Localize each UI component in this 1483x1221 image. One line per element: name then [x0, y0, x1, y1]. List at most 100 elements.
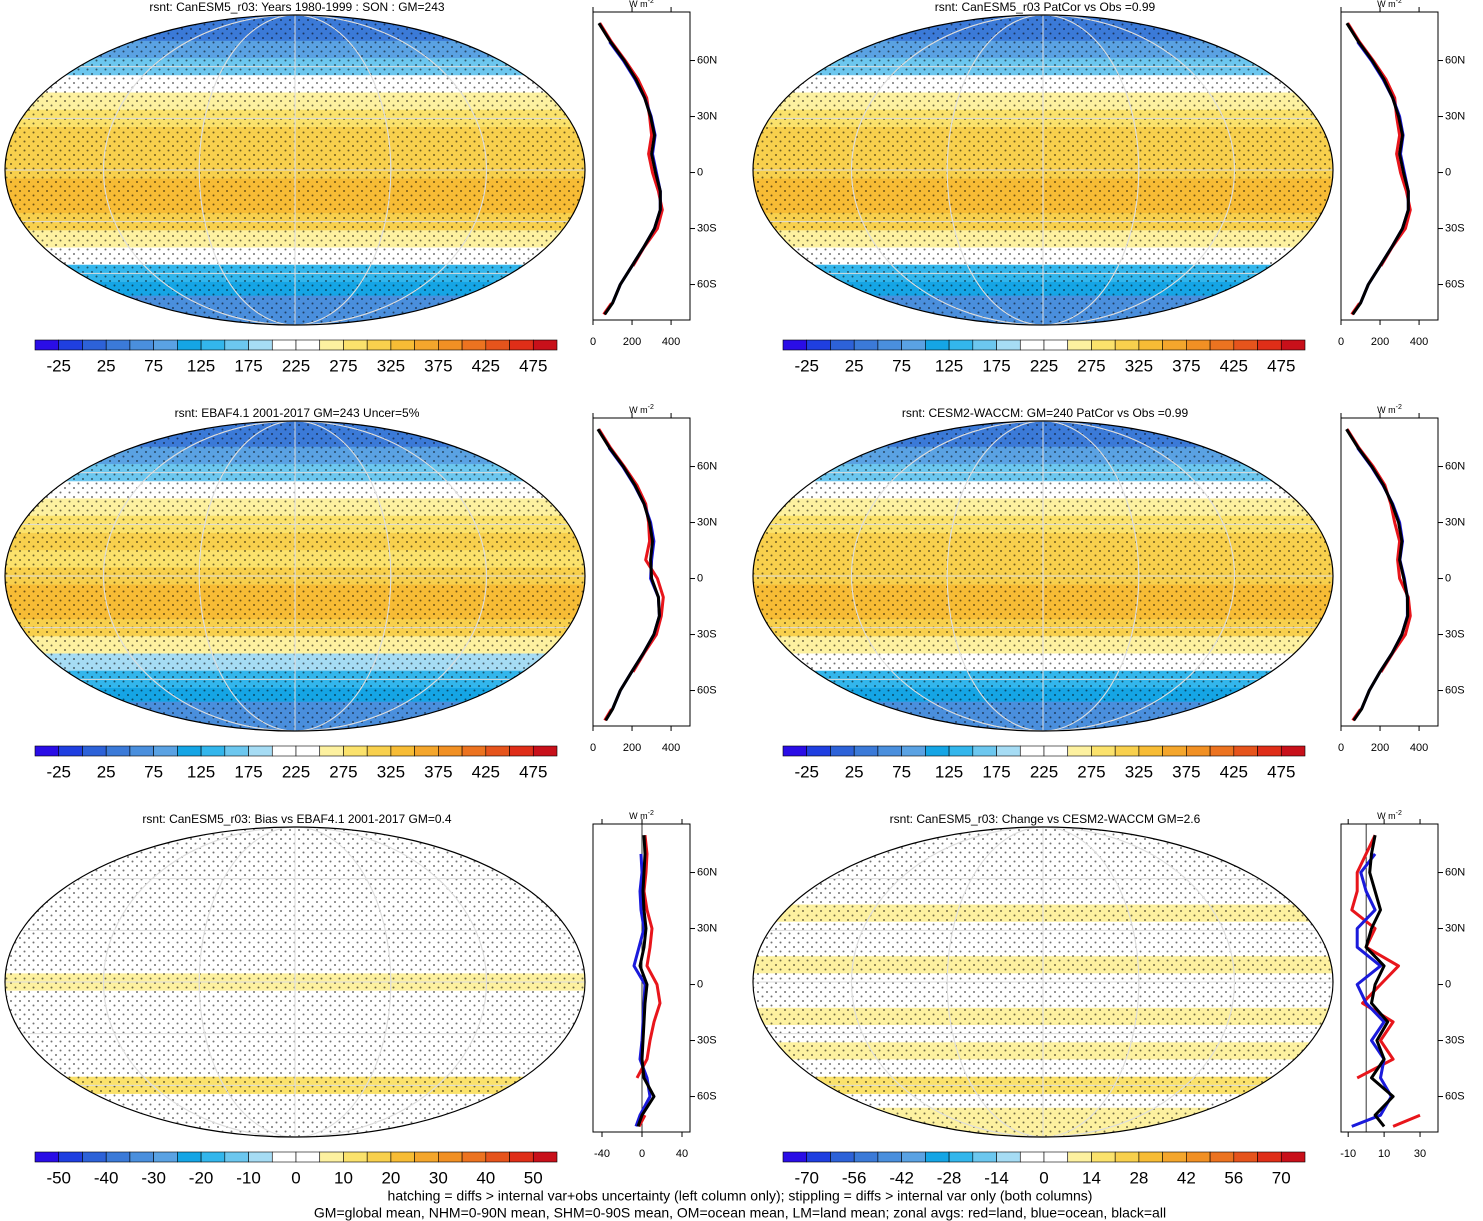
- panel-title: rsnt: CanESM5_r03 PatCor vs Obs =0.99: [935, 0, 1156, 14]
- colorbar-box: [1043, 1151, 1069, 1163]
- colorbar-box: [105, 339, 131, 351]
- unit: W m: [629, 811, 648, 821]
- colorbar-box: [830, 745, 855, 757]
- colorbar-label: -25: [794, 762, 819, 781]
- colorbar-box: [782, 1151, 808, 1163]
- zonal-line: [1364, 834, 1395, 1128]
- y-tick-label: 60N: [1445, 460, 1465, 472]
- colorbar-box: [224, 339, 249, 351]
- colorbar-label: 325: [377, 356, 405, 375]
- colorbar-label: 275: [1077, 762, 1105, 781]
- x-tick-label: 0: [590, 742, 596, 754]
- colorbar-box: [390, 339, 415, 351]
- colorbar-label: 225: [1030, 762, 1058, 781]
- colorbar-box: [1186, 745, 1211, 757]
- zonal-frame: [1340, 11, 1439, 321]
- colorbar-box: [901, 339, 926, 351]
- colorbar-label: 375: [1172, 762, 1200, 781]
- colorbar-box: [461, 745, 487, 757]
- graticule: [946, 15, 1140, 325]
- colorbar-label: 475: [1267, 356, 1295, 375]
- colorbar-box: [1138, 745, 1163, 757]
- colorbar-label: -14: [984, 1168, 1009, 1187]
- y-tick-label: 30N: [1445, 922, 1465, 934]
- colorbar-label: -56: [842, 1168, 867, 1187]
- colorbar-box: [34, 1151, 60, 1163]
- zonal-frame: [592, 11, 691, 321]
- colorbar-label: 75: [144, 762, 163, 781]
- colorbar-box: [461, 1151, 487, 1163]
- unit-exponent: -2: [1396, 810, 1402, 817]
- x-tick-label: 200: [623, 336, 641, 348]
- x-tick-label: 10: [1378, 1148, 1390, 1160]
- x-axis-label: W m-2: [629, 810, 654, 822]
- colorbar-label: 275: [1077, 356, 1105, 375]
- colorbar-box: [948, 745, 974, 757]
- colorbar-box: [58, 1151, 83, 1163]
- colorbar-box: [996, 339, 1021, 351]
- colorbar-box: [414, 1151, 439, 1163]
- colorbar-label: 40: [476, 1168, 495, 1187]
- graticule: [946, 421, 1140, 731]
- y-tick-label: 60N: [1445, 866, 1465, 878]
- graticule: [198, 827, 392, 1137]
- colorbar-box: [901, 745, 926, 757]
- map: [5, 827, 585, 1137]
- colorbar-box: [782, 339, 808, 351]
- graticule: [103, 15, 487, 325]
- colorbar-label: 10: [334, 1168, 353, 1187]
- colorbar-label: 425: [1220, 762, 1248, 781]
- x-tick-label: 40: [676, 1148, 688, 1160]
- panel-title: rsnt: EBAF4.1 2001-2017 GM=243 Uncer=5%: [175, 406, 420, 420]
- colorbar-box: [177, 1151, 202, 1163]
- zonal-frame: [1340, 417, 1439, 727]
- colorbar-box: [129, 339, 154, 351]
- colorbar-box: [1019, 339, 1045, 351]
- colorbar-box: [438, 745, 463, 757]
- unit: W m: [1377, 0, 1396, 9]
- colorbar-label: 425: [1220, 356, 1248, 375]
- y-tick-label: 30N: [697, 110, 717, 122]
- unit: W m: [1377, 405, 1396, 415]
- graticule: [946, 827, 1140, 1137]
- colorbar-box: [271, 1151, 297, 1163]
- colorbar-box: [1233, 745, 1258, 757]
- colorbar-box: [806, 745, 831, 757]
- colorbar-box: [461, 339, 487, 351]
- colorbar-box: [1091, 745, 1116, 757]
- colorbar-box: [853, 339, 879, 351]
- colorbar-box: [1067, 745, 1092, 757]
- colorbar-label: 0: [291, 1168, 300, 1187]
- colorbar-box: [1280, 1151, 1306, 1163]
- colorbar-label: 25: [845, 762, 864, 781]
- y-tick-label: 30N: [697, 516, 717, 528]
- colorbar-box: [1138, 1151, 1163, 1163]
- colorbar-label: 56: [1224, 1168, 1243, 1187]
- zonal-line: [1351, 852, 1393, 1128]
- colorbar-label: 475: [519, 356, 547, 375]
- colorbar-box: [1209, 745, 1235, 757]
- unit: W m: [1377, 811, 1396, 821]
- colorbar-box: [972, 745, 997, 757]
- colorbar-box: [224, 745, 249, 757]
- colorbar-box: [105, 745, 131, 757]
- panel-title: rsnt: CanESM5_r03: Change vs CESM2-WACCM…: [890, 812, 1201, 826]
- colorbar-label: 0: [1039, 1168, 1048, 1187]
- colorbar-box: [1043, 745, 1069, 757]
- colorbar-label: 30: [429, 1168, 448, 1187]
- colorbar-box: [271, 339, 297, 351]
- panel-title: rsnt: CanESM5_r03: Bias vs EBAF4.1 2001-…: [142, 812, 451, 826]
- colorbar-box: [1233, 339, 1258, 351]
- colorbar-label: 50: [524, 1168, 543, 1187]
- colorbar-box: [153, 339, 178, 351]
- colorbar-label: 14: [1082, 1168, 1101, 1187]
- colorbar-box: [1019, 745, 1045, 757]
- y-tick-label: 60N: [697, 866, 717, 878]
- y-tick-label: 30S: [697, 222, 717, 234]
- colorbar-label: -42: [889, 1168, 914, 1187]
- colorbar-label: 175: [982, 762, 1010, 781]
- colorbar-box: [485, 745, 510, 757]
- colorbar-box: [390, 745, 415, 757]
- colorbar-label: 75: [892, 762, 911, 781]
